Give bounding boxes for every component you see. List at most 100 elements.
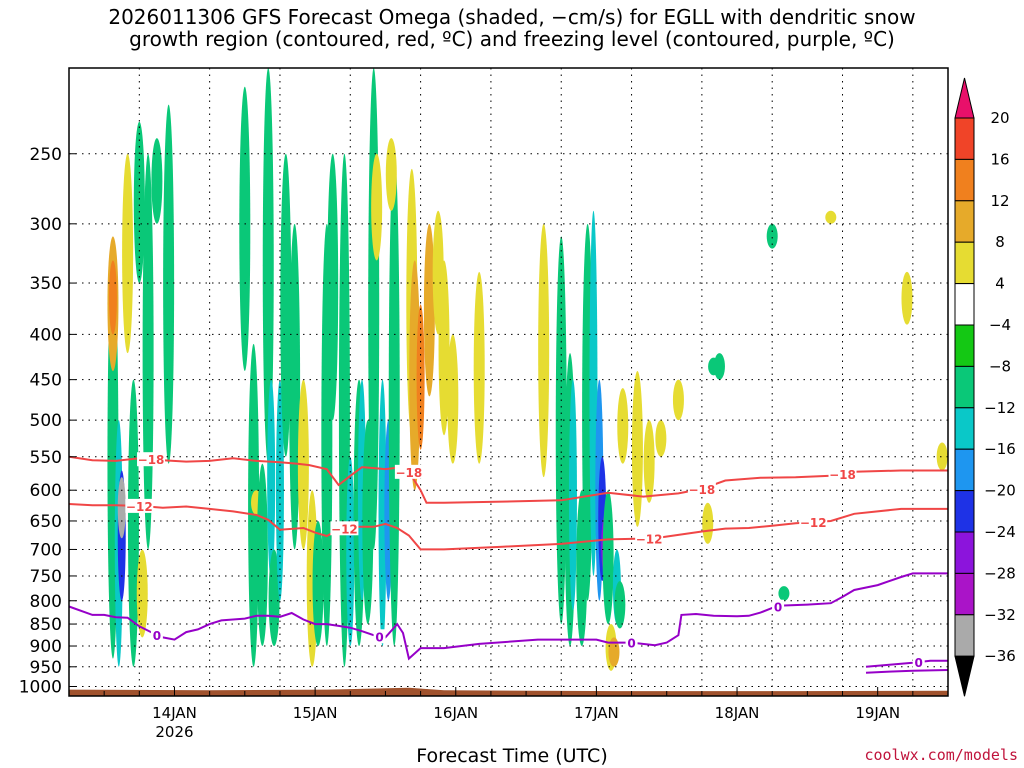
colorbar: 20 16 12 8 4 −4 −8 −12 −16 −20 −24 −28 −32 −36 bbox=[954, 77, 1016, 697]
omega-blob bbox=[312, 520, 324, 647]
colorbar-tick-label: −16 bbox=[984, 440, 1016, 458]
contour-label-background bbox=[799, 515, 828, 530]
omega-blob bbox=[280, 153, 292, 457]
colorbar-tick-label: −32 bbox=[984, 606, 1016, 624]
contour-label: 0 bbox=[627, 637, 635, 651]
colorbar-tick-label: −28 bbox=[984, 564, 1016, 582]
y-tick-label: 400 bbox=[30, 325, 62, 345]
contour-label: −18 bbox=[688, 483, 715, 497]
colorbar-segment bbox=[954, 490, 975, 533]
x-tick-label: 18JAN bbox=[715, 704, 760, 722]
omega-blob bbox=[151, 138, 163, 224]
contour-label: −18 bbox=[829, 468, 856, 482]
omega-blob bbox=[385, 138, 397, 211]
contour--12 bbox=[69, 503, 948, 551]
colorbar-tick-label: −24 bbox=[984, 523, 1016, 541]
omega-blob bbox=[388, 153, 400, 647]
contour-label: 0 bbox=[153, 629, 161, 643]
omega-blob bbox=[602, 490, 614, 625]
colorbar-bottom-triangle bbox=[954, 655, 975, 697]
contour-label: 0 bbox=[774, 601, 782, 615]
contour-label-background bbox=[625, 635, 638, 650]
chart-title-line-1: 2026011306 GFS Forecast Omega (shaded, −… bbox=[108, 5, 916, 29]
omega-blob bbox=[378, 379, 387, 647]
omega-blob bbox=[614, 581, 626, 629]
contour-label: −18 bbox=[138, 453, 165, 467]
contour-label-background bbox=[635, 531, 664, 546]
y-tick-label: 950 bbox=[30, 658, 62, 678]
omega-blob bbox=[122, 153, 134, 354]
colorbar-segment bbox=[954, 448, 975, 492]
grid-lines bbox=[69, 68, 948, 696]
omega-blob bbox=[256, 463, 268, 647]
omega-blob bbox=[327, 153, 339, 421]
y-axis-ticks: 2503003504004505005506006507007508008509… bbox=[19, 145, 76, 698]
omega-blob bbox=[555, 236, 567, 625]
y-tick-label: 850 bbox=[30, 615, 62, 635]
colorbar-segment bbox=[954, 365, 975, 409]
omega-blob bbox=[275, 379, 284, 601]
contour-label-background bbox=[912, 655, 925, 670]
omega-blob bbox=[268, 549, 280, 647]
omega-blob bbox=[655, 420, 667, 457]
colorbar-tick-label: 20 bbox=[990, 109, 1009, 127]
colorbar-segment bbox=[954, 200, 975, 243]
omega-blob bbox=[713, 353, 725, 380]
omega-blob bbox=[438, 260, 450, 436]
contour-label-background bbox=[772, 599, 785, 614]
colorbar-segment bbox=[954, 531, 975, 574]
omega-blob bbox=[289, 223, 301, 550]
plot-background bbox=[69, 68, 948, 696]
y-tick-label: 350 bbox=[30, 274, 62, 294]
omega-blob bbox=[371, 153, 383, 261]
colorbar-tick-label: 12 bbox=[990, 192, 1009, 210]
omega-blob bbox=[136, 549, 148, 638]
colorbar-segment bbox=[954, 324, 975, 367]
chart-title-line-2: growth region (contoured, red, ºC) and f… bbox=[129, 27, 895, 51]
contour-unlabeled bbox=[865, 669, 948, 674]
omega-blob bbox=[127, 379, 139, 667]
colorbar-segment bbox=[954, 572, 975, 616]
contour-label-background bbox=[137, 452, 166, 467]
omega-blob bbox=[901, 271, 913, 325]
y-tick-label: 250 bbox=[30, 145, 62, 165]
omega-shading bbox=[107, 68, 948, 671]
y-tick-label: 450 bbox=[30, 371, 62, 391]
y-tick-label: 1000 bbox=[19, 678, 62, 698]
y-tick-label: 900 bbox=[30, 637, 62, 657]
omega-blob bbox=[117, 477, 126, 539]
colorbar-tick-label: 4 bbox=[995, 275, 1005, 293]
colorbar-tick-label: −36 bbox=[984, 647, 1016, 665]
colorbar-tick-label: −12 bbox=[984, 399, 1016, 417]
x-tick-label: 14JAN bbox=[152, 704, 197, 722]
contour-label: −18 bbox=[395, 466, 422, 480]
omega-blob bbox=[778, 586, 790, 601]
contour-label-background bbox=[687, 481, 716, 496]
colorbar-tick-label: 16 bbox=[990, 150, 1009, 168]
plot-frame bbox=[68, 67, 949, 697]
y-tick-label: 750 bbox=[30, 567, 62, 587]
contour-label: 0 bbox=[375, 630, 383, 644]
colorbar-segment bbox=[954, 614, 975, 657]
contour-label-background bbox=[330, 521, 359, 536]
omega-blob bbox=[473, 271, 485, 464]
omega-blob bbox=[409, 260, 421, 491]
y-tick-label: 700 bbox=[30, 540, 62, 560]
contour-label: −12 bbox=[126, 500, 153, 514]
credit-link[interactable]: coolwx.com/models bbox=[864, 746, 1018, 764]
x-tick-label: 17JAN bbox=[574, 704, 619, 722]
contour-0 bbox=[69, 572, 948, 661]
omega-blob bbox=[538, 223, 550, 478]
omega-blob bbox=[368, 68, 380, 550]
contour-label-background bbox=[125, 498, 154, 513]
x-tick-label: 15JAN bbox=[293, 704, 338, 722]
contour-label: 0 bbox=[915, 656, 923, 670]
contour-label-background bbox=[828, 466, 857, 481]
omega-blob bbox=[568, 379, 577, 611]
omega-blob bbox=[416, 304, 425, 450]
contour-labels: −18 −18 −18 −18 −12 −12 −12 −12 0 0 0 0 0 bbox=[125, 452, 925, 670]
colorbar-tick-label: −4 bbox=[989, 316, 1011, 334]
colorbar-segment bbox=[954, 117, 975, 160]
contour-label: −12 bbox=[331, 522, 358, 536]
y-tick-label: 800 bbox=[30, 592, 62, 612]
